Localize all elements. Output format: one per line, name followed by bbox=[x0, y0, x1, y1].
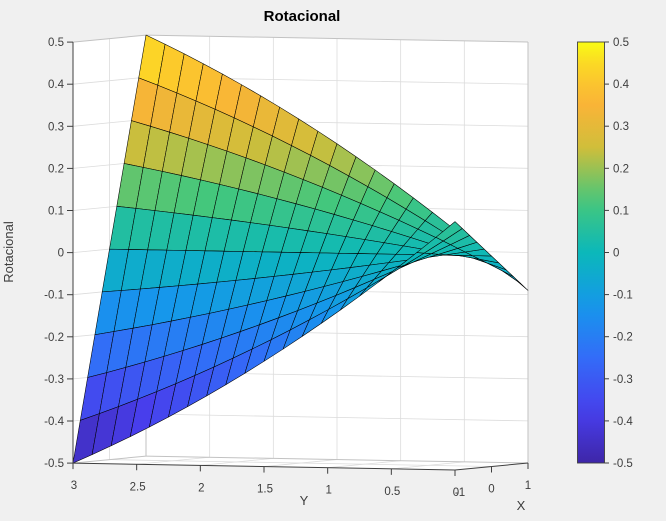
x-tick-label: -1 bbox=[455, 487, 465, 499]
z-tick-label: 0.3 bbox=[48, 121, 64, 133]
z-tick-label: -0.1 bbox=[44, 290, 64, 302]
colorbar-tick-label: -0.1 bbox=[613, 290, 633, 302]
axes-and-ticks: 0.5 0.4 0.3 0.2 0.1 0 -0.1 -0.2 -0.3 -0.4 -0.5 3 2.5… bbox=[44, 37, 531, 499]
z-tick-label: 0 bbox=[58, 248, 64, 260]
colorbar-tick-label: 0.2 bbox=[613, 163, 629, 175]
y-tick-label: 3 bbox=[71, 480, 77, 492]
box-back-edge bbox=[145, 455, 529, 464]
colorbar-tick-label: 0 bbox=[613, 248, 619, 260]
z-tick-label: 0.2 bbox=[48, 163, 64, 175]
x-tick-label: 0 bbox=[488, 484, 494, 496]
z-tick-label: -0.3 bbox=[44, 374, 64, 386]
y-tick-label: 2.5 bbox=[130, 481, 146, 493]
z-tick-label: 0.1 bbox=[48, 206, 64, 218]
x-axis-label: X bbox=[517, 498, 526, 513]
box-back-edge bbox=[145, 34, 529, 43]
y-tick-label: 0.5 bbox=[384, 486, 400, 498]
x-tick-label: 1 bbox=[525, 480, 531, 492]
z-tick-label: 0.5 bbox=[48, 37, 64, 49]
colorbar-tick-label: 0.3 bbox=[613, 121, 629, 133]
z-tick-label: 0.4 bbox=[48, 79, 65, 91]
colorbar-tick-label: -0.5 bbox=[613, 458, 633, 470]
grid-line-x bbox=[109, 459, 492, 467]
y-tick-label: 1 bbox=[325, 485, 331, 497]
colorbar-tick-label: -0.2 bbox=[613, 332, 633, 344]
colorbar-tick-label: 0.4 bbox=[613, 79, 630, 91]
z-tick-label: -0.5 bbox=[44, 458, 64, 470]
y-tick-label: 0 bbox=[453, 487, 459, 499]
colorbar-tick-label: -0.4 bbox=[613, 416, 633, 428]
y-axis-label: Y bbox=[300, 493, 309, 508]
y-tick-label: 1.5 bbox=[257, 484, 273, 496]
y-tick-label: 2 bbox=[198, 482, 204, 494]
plot-title: Rotacional bbox=[264, 8, 341, 25]
box-back-edge bbox=[72, 455, 147, 464]
z-tick-label: -0.4 bbox=[44, 416, 64, 428]
box-back-edge bbox=[72, 34, 147, 43]
surface-mesh bbox=[72, 34, 529, 464]
colorbar-tick-label: 0.1 bbox=[613, 205, 629, 217]
colorbar-gradient bbox=[577, 41, 605, 464]
z-tick-label: -0.2 bbox=[44, 332, 64, 344]
z-axis-label: Rotacional bbox=[1, 221, 16, 283]
colorbar: 0.5 0.4 0.3 0.2 0.1 0 -0.1 -0.2 -0.3 -0.4 -0.5 bbox=[577, 37, 633, 470]
surface-face bbox=[435, 221, 463, 242]
colorbar-tick-label: 0.5 bbox=[613, 37, 629, 49]
colorbar-tick-label: -0.3 bbox=[613, 374, 633, 386]
